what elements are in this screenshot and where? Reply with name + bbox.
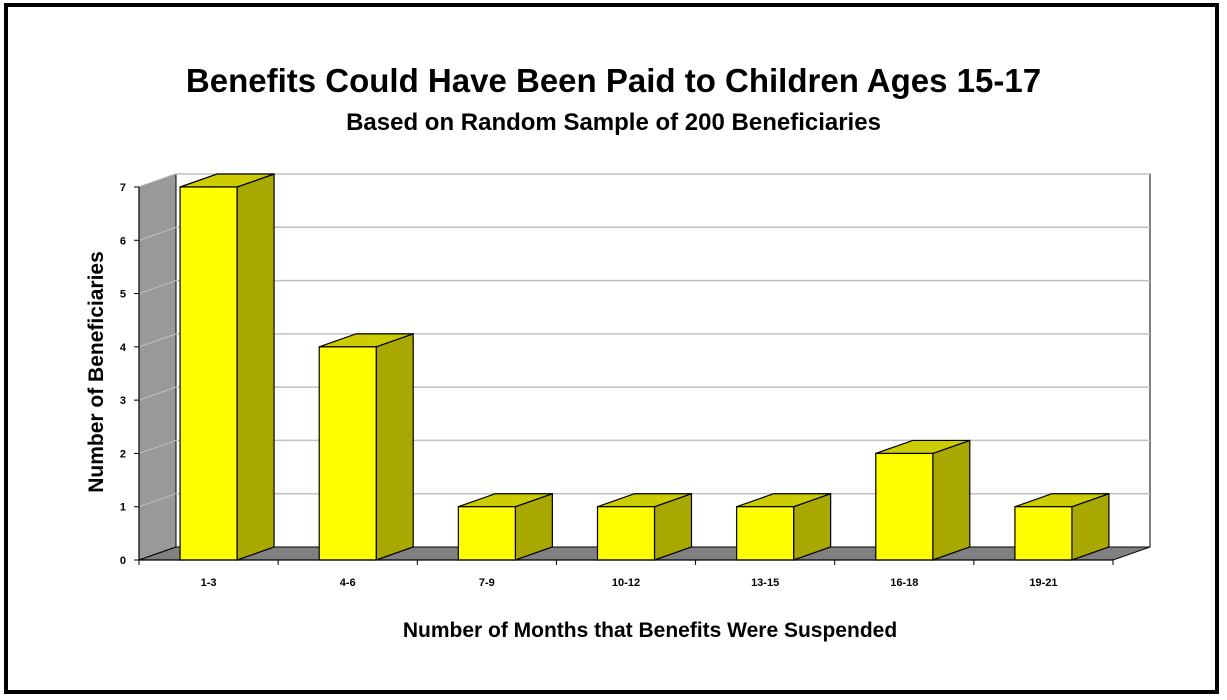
axes [134, 186, 1114, 565]
bar [1014, 492, 1110, 561]
x-tick-label: 13-15 [751, 577, 779, 589]
x-tick-label: 4-6 [340, 577, 356, 589]
x-tick-label: 19-21 [1029, 577, 1057, 589]
x-tick-labels: 1-3 4-6 7-9 10-12 13-15 16-18 19-21 [201, 577, 1058, 589]
bar-front [318, 346, 377, 561]
chart-title: Benefits Could Have Been Paid to Childre… [185, 62, 1042, 99]
gridline-side [138, 493, 177, 508]
gridline-side [138, 226, 177, 241]
x-tick-label: 10-12 [612, 577, 640, 589]
y-tick-label: 1 [120, 502, 126, 514]
y-tick-label: 4 [120, 342, 127, 354]
bar-side [932, 439, 971, 561]
gridline-side [138, 280, 177, 295]
x-tick-label: 1-3 [201, 577, 217, 589]
y-tick-label: 0 [120, 555, 126, 567]
bar-side [236, 173, 275, 561]
gridline-side [138, 173, 177, 188]
x-axis-title: Number of Months that Benefits Were Susp… [403, 619, 897, 642]
bar-front [1014, 506, 1073, 561]
y-axis-title: Number of Beneficiaries [85, 251, 108, 493]
gridline-side [138, 386, 177, 401]
bar-front [457, 506, 516, 561]
bar [318, 333, 414, 561]
bar [596, 492, 693, 561]
bar [179, 173, 275, 561]
y-tick-label: 2 [120, 448, 126, 460]
y-tick-label: 3 [120, 395, 126, 407]
bar-front [736, 506, 795, 561]
gridline-side [138, 439, 177, 454]
bar-front [596, 506, 656, 561]
bar-front [875, 452, 934, 561]
y-tick-labels: 0 1 2 3 4 5 6 7 [120, 182, 127, 567]
x-tick-label: 7-9 [479, 577, 495, 589]
y-tick-label: 6 [120, 235, 126, 247]
bars [179, 173, 1110, 561]
x-tick-label: 16-18 [890, 577, 918, 589]
gridline-side [138, 333, 177, 348]
bar [457, 492, 553, 561]
bar-side [375, 333, 414, 561]
y-tick-label: 5 [120, 289, 126, 301]
chart-subtitle: Based on Random Sample of 200 Beneficiar… [346, 109, 881, 136]
bar-front [179, 186, 238, 561]
bar [736, 492, 832, 561]
y-tick-label: 7 [120, 182, 126, 194]
side-wall [138, 173, 177, 561]
bar [875, 439, 971, 561]
